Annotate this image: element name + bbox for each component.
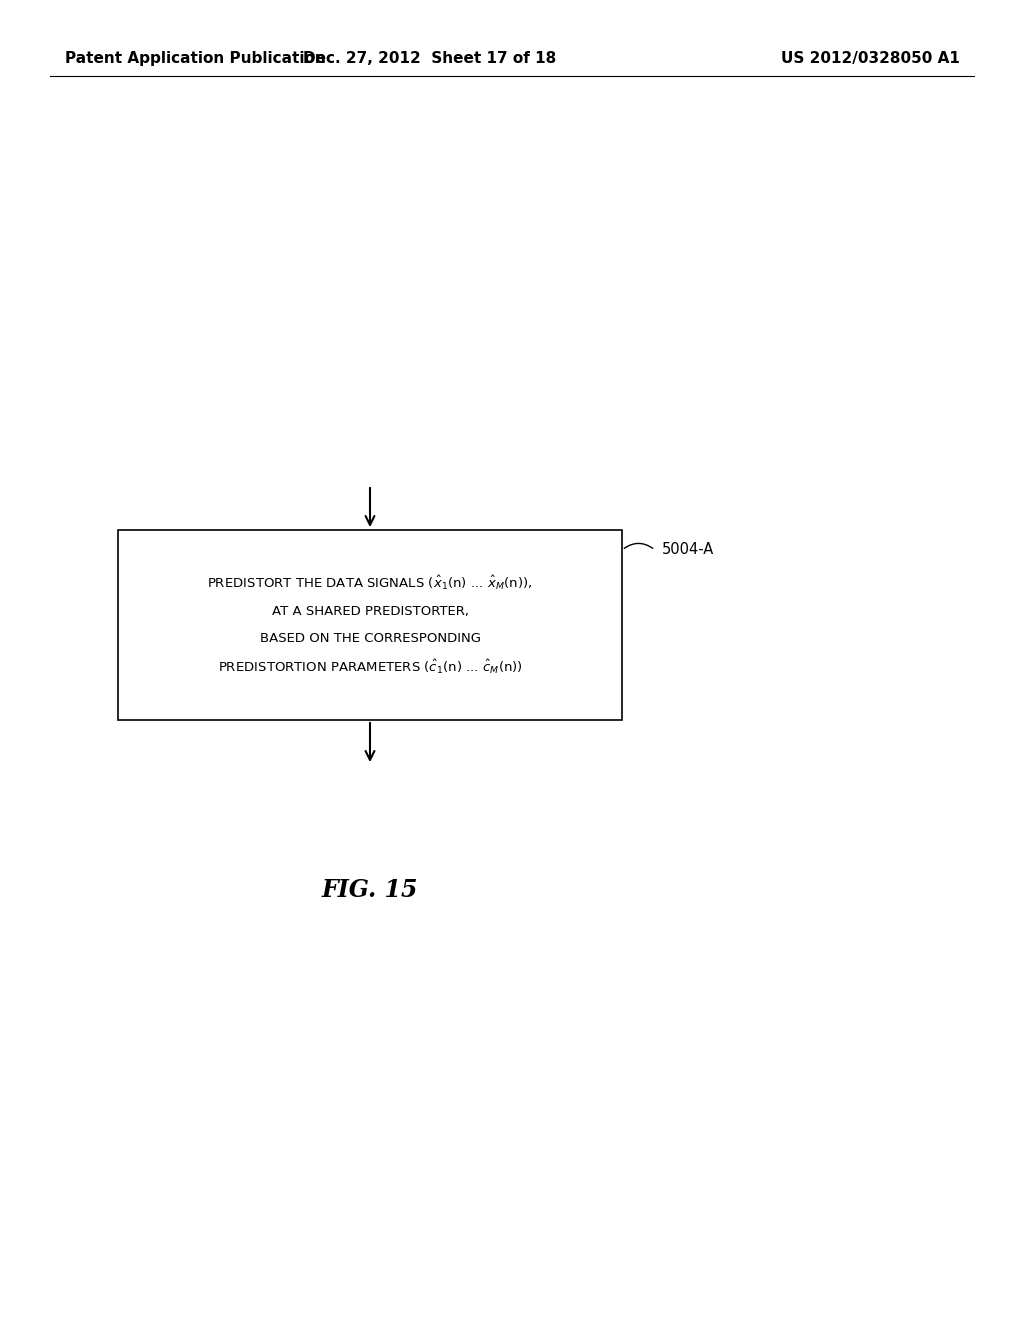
Text: Dec. 27, 2012  Sheet 17 of 18: Dec. 27, 2012 Sheet 17 of 18 [303,51,557,66]
Text: Patent Application Publication: Patent Application Publication [65,51,326,66]
FancyArrowPatch shape [625,544,652,548]
Text: PREDISTORT THE DATA SIGNALS ($\hat{x}_1$(n) ... $\hat{x}_M$(n)),: PREDISTORT THE DATA SIGNALS ($\hat{x}_1$… [208,574,532,593]
Text: US 2012/0328050 A1: US 2012/0328050 A1 [781,51,961,66]
Text: BASED ON THE CORRESPONDING: BASED ON THE CORRESPONDING [259,632,480,645]
Bar [118,531,622,719]
Text: 5004-A: 5004-A [662,543,715,557]
Text: FIG. 15: FIG. 15 [322,878,418,902]
Text: PREDISTORTION PARAMETERS ($\hat{c}_1$(n) ... $\hat{c}_M$(n)): PREDISTORTION PARAMETERS ($\hat{c}_1$(n)… [217,657,522,676]
Text: AT A SHARED PREDISTORTER,: AT A SHARED PREDISTORTER, [271,605,469,618]
